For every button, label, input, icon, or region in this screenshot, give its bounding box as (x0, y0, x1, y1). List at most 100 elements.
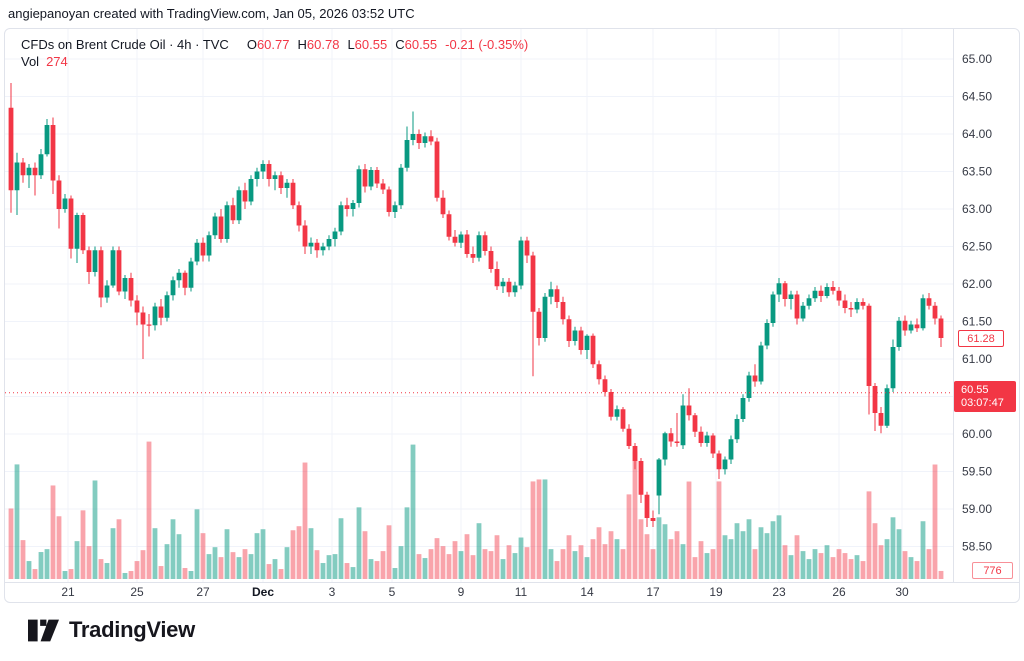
volume-bar (362, 531, 368, 579)
price-axis-tick: 64.50 (962, 90, 992, 104)
candle (512, 281, 518, 297)
candle-body (650, 518, 656, 521)
candle-body (782, 283, 788, 299)
volume-bar (272, 559, 278, 579)
candle-body (908, 324, 914, 331)
volume-bar (656, 517, 662, 579)
candle (230, 197, 236, 224)
volume-bar (626, 494, 632, 579)
candle (536, 308, 542, 346)
high-value: 60.78 (306, 37, 340, 52)
candle-body (194, 242, 200, 262)
time-axis-tick: Dec (252, 585, 274, 599)
candle (518, 236, 524, 290)
candle (650, 510, 656, 527)
candle-body (530, 255, 536, 312)
candle-body (506, 281, 512, 293)
tradingview-wordmark[interactable]: TradingView (69, 617, 195, 642)
candle (464, 230, 470, 258)
candle (602, 375, 608, 397)
candle (614, 405, 620, 421)
volume-bar (860, 561, 866, 579)
price-axis: 65.00 64.50 64.00 63.50 63.00 62.50 62.00 61.50… (962, 52, 992, 554)
candle-wick (274, 171, 276, 191)
volume-bar (890, 517, 896, 579)
candle-body (458, 234, 464, 243)
candle-body (698, 431, 704, 443)
volume-bar (662, 524, 668, 579)
candle (854, 298, 860, 314)
candle (500, 278, 506, 293)
candle-body (608, 392, 614, 417)
volume-bar (536, 479, 542, 579)
candle (182, 270, 188, 296)
volume-bar (200, 533, 206, 579)
candle-body (800, 305, 806, 319)
candle (716, 450, 722, 479)
candle-body (452, 236, 458, 243)
candle-body (122, 278, 128, 292)
candle (80, 212, 86, 254)
volume-bar (458, 551, 464, 579)
candlestick-chart[interactable]: 65.00 64.50 64.00 63.50 63.00 62.50 62.00 61.50… (5, 29, 1019, 602)
candle-body (38, 154, 44, 176)
candle-body (488, 251, 494, 269)
symbol-title[interactable]: CFDs on Brent Crude Oil · 4h · TVC (21, 37, 229, 52)
candle (920, 294, 926, 331)
candle-body (134, 300, 140, 313)
candle (644, 491, 650, 527)
time-axis-tick: 9 (458, 585, 465, 599)
candle-body (158, 306, 164, 318)
volume-bar (416, 554, 422, 579)
candle (368, 167, 374, 191)
candle-body (62, 198, 68, 209)
volume-bar (188, 571, 194, 579)
candle (302, 220, 308, 254)
candle (374, 167, 380, 188)
volume-bar (386, 525, 392, 579)
candle (824, 283, 830, 299)
candle-body (68, 198, 74, 249)
footer: TradingView (28, 617, 195, 643)
candle-wick (790, 290, 792, 310)
volume-bar (170, 519, 176, 579)
price-axis-tick: 59.00 (962, 502, 992, 516)
time-axis-tick: 27 (196, 585, 210, 599)
candle-body (200, 242, 206, 256)
volume-bar (32, 569, 38, 579)
candle (938, 315, 944, 347)
candle (632, 443, 638, 470)
time-axis-tick: 30 (895, 585, 909, 599)
candle-body (464, 234, 470, 254)
candle (830, 281, 836, 295)
candle (896, 317, 902, 351)
candle-body (848, 308, 854, 310)
candle-body (542, 296, 548, 338)
candle-body (92, 250, 98, 272)
candle (152, 302, 158, 331)
candle-body (818, 290, 824, 296)
candle-body (686, 405, 692, 416)
time-axis-tick: 5 (389, 585, 396, 599)
volume-bar (110, 528, 116, 579)
chart-legend[interactable]: CFDs on Brent Crude Oil · 4h · TVC O60.77… (21, 36, 528, 70)
tradingview-logo-icon[interactable] (28, 618, 59, 643)
bar-countdown-text: 03:07:47 (961, 396, 1004, 409)
candle-body (728, 439, 734, 460)
volume-bar (602, 544, 608, 579)
candle-body (524, 240, 530, 256)
candle-body (272, 175, 278, 179)
volume-bar (206, 554, 212, 579)
candle-body (914, 324, 920, 329)
candle (848, 302, 854, 317)
volume-bar (680, 544, 686, 579)
volume-bar (872, 523, 878, 579)
volume-bar (242, 549, 248, 579)
candle (866, 303, 872, 415)
candle-body (446, 214, 452, 237)
candle (446, 210, 452, 241)
volume-bar (554, 561, 560, 579)
candle-body (128, 278, 134, 301)
candle (770, 291, 776, 327)
candle-body (32, 167, 38, 176)
